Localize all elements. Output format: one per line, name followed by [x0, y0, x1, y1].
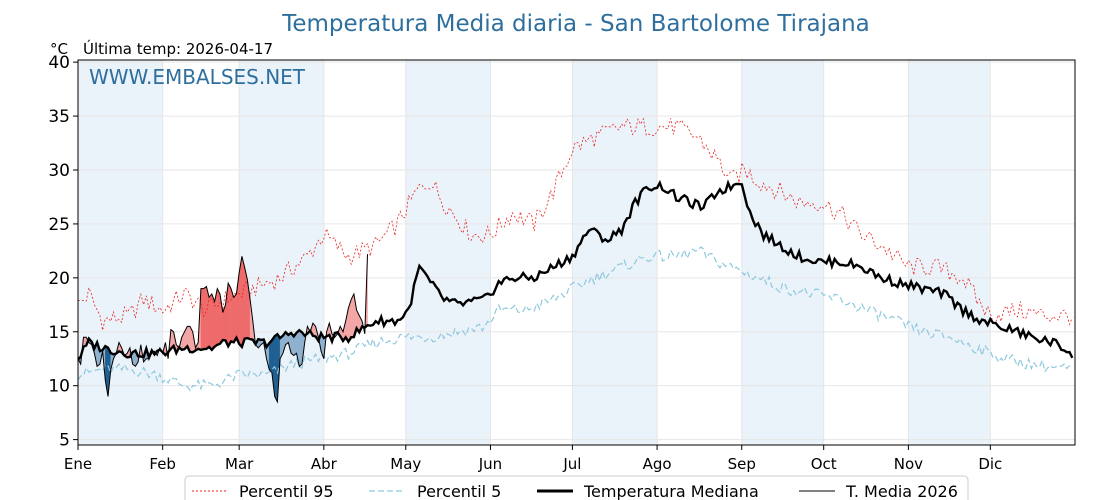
y-tick-label: 20 [48, 269, 70, 289]
legend-label-p95: Percentil 95 [239, 482, 334, 500]
legend: Percentil 95 Percentil 5 Temperatura Med… [184, 475, 969, 500]
legend-box [184, 475, 969, 500]
x-tick-label-abr: Abr [311, 455, 338, 473]
month-band-ene [78, 60, 163, 445]
y-tick-label: 35 [48, 107, 70, 127]
x-tick-label-mar: Mar [225, 455, 254, 473]
month-band-may [405, 60, 491, 445]
month-band-jul [572, 60, 658, 445]
anomaly-segment [241, 256, 245, 347]
chart-title: Temperatura Media diaria - San Bartolome… [281, 11, 870, 37]
y-tick-label: 15 [48, 323, 70, 343]
x-tick-label-sep: Sep [728, 455, 756, 473]
y-tick-label: 30 [48, 161, 70, 181]
x-tick-label-jun: Jun [478, 455, 502, 473]
x-tick-label-dic: Dic [978, 455, 1002, 473]
anomaly-segment [203, 286, 207, 350]
y-tick-label: 40 [48, 53, 70, 73]
plot-frame [77, 59, 1076, 446]
x-tick-label-nov: Nov [894, 455, 923, 473]
anomaly-segment [200, 288, 204, 351]
series-lines [77, 117, 1074, 404]
month-band-nov [908, 60, 991, 445]
y-tick-label: 25 [48, 215, 70, 235]
median-line [77, 179, 1074, 362]
anomaly-segment [208, 293, 213, 351]
anomaly-segment [233, 293, 237, 343]
legend-label-median: Temperatura Mediana [583, 482, 759, 500]
p5-line [77, 246, 1073, 392]
anomaly-segment [350, 293, 355, 338]
legend-label-p5: Percentil 5 [417, 482, 501, 500]
month-band-sep [741, 60, 824, 445]
x-tick-label-oct: Oct [811, 455, 837, 473]
legend-label-current: T. Media 2026 [845, 482, 958, 500]
x-tick-label-may: May [390, 455, 421, 473]
x-tick-label-ago: Ago [643, 455, 672, 473]
x-tick-label-ene: Ene [64, 455, 92, 473]
month-band-mar [239, 60, 324, 445]
watermark: WWW.EMBALSES.NET [89, 65, 306, 89]
current-2026-line [77, 254, 368, 404]
unit-label: °C [50, 40, 68, 58]
anomaly-segment [228, 283, 232, 348]
x-axis: Ene Feb Mar Abr May Jun Jul Ago Sep Oct Nov Dic [64, 445, 1002, 473]
y-tick-label: 5 [59, 431, 70, 451]
y-tick-label: 10 [48, 377, 70, 397]
x-tick-label-feb: Feb [149, 455, 176, 473]
y-axis: 5 10 15 20 25 30 35 40 [48, 53, 78, 451]
month-bands [78, 60, 991, 445]
anomaly-segment [269, 339, 273, 374]
last-temp-label: Última temp: 2026-04-17 [83, 39, 273, 58]
x-tick-label-jul: Jul [562, 455, 581, 473]
anomaly-segment [217, 288, 221, 346]
anomaly-segment [299, 329, 303, 367]
